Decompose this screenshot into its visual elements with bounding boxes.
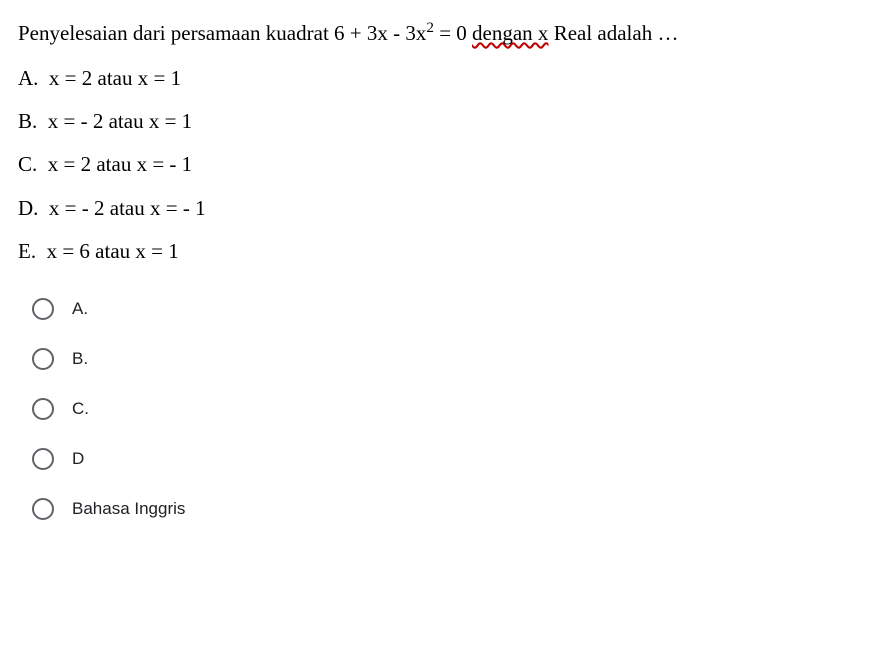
- question-mid: = 0: [434, 21, 472, 45]
- option-row-c[interactable]: C.: [32, 398, 869, 420]
- answer-text: x = - 2 atau x = - 1: [49, 196, 206, 220]
- radio-icon[interactable]: [32, 348, 54, 370]
- answer-text: x = 2 atau x = - 1: [48, 152, 192, 176]
- answer-text: x = 2 atau x = 1: [49, 66, 181, 90]
- answer-text: x = - 2 atau x = 1: [48, 109, 192, 133]
- radio-icon[interactable]: [32, 498, 54, 520]
- answer-d: D. x = - 2 atau x = - 1: [18, 194, 869, 223]
- answer-letter: E.: [18, 239, 36, 263]
- option-row-b[interactable]: B.: [32, 348, 869, 370]
- answer-e: E. x = 6 atau x = 1: [18, 237, 869, 266]
- answer-letter: C.: [18, 152, 37, 176]
- answer-a: A. x = 2 atau x = 1: [18, 64, 869, 93]
- option-label: A.: [72, 299, 88, 319]
- radio-options: A. B. C. D Bahasa Inggris: [32, 298, 869, 520]
- answer-choices: A. x = 2 atau x = 1 B. x = - 2 atau x = …: [18, 64, 869, 267]
- option-row-a[interactable]: A.: [32, 298, 869, 320]
- answer-text: x = 6 atau x = 1: [47, 239, 179, 263]
- question-superscript: 2: [426, 20, 434, 36]
- answer-letter: B.: [18, 109, 37, 133]
- option-row-d[interactable]: D: [32, 448, 869, 470]
- answer-letter: A.: [18, 66, 38, 90]
- answer-b: B. x = - 2 atau x = 1: [18, 107, 869, 136]
- answer-letter: D.: [18, 196, 38, 220]
- question-wavy: dengan x: [472, 21, 548, 45]
- question-text: Penyelesaian dari persamaan kuadrat 6 + …: [18, 18, 869, 50]
- question-prefix: Penyelesaian dari persamaan kuadrat 6 + …: [18, 21, 426, 45]
- answer-c: C. x = 2 atau x = - 1: [18, 150, 869, 179]
- radio-icon[interactable]: [32, 448, 54, 470]
- option-label: B.: [72, 349, 88, 369]
- option-label: D: [72, 449, 84, 469]
- radio-icon[interactable]: [32, 398, 54, 420]
- option-label: C.: [72, 399, 89, 419]
- option-row-bahasa[interactable]: Bahasa Inggris: [32, 498, 869, 520]
- question-suffix: Real adalah …: [548, 21, 678, 45]
- option-label: Bahasa Inggris: [72, 499, 185, 519]
- radio-icon[interactable]: [32, 298, 54, 320]
